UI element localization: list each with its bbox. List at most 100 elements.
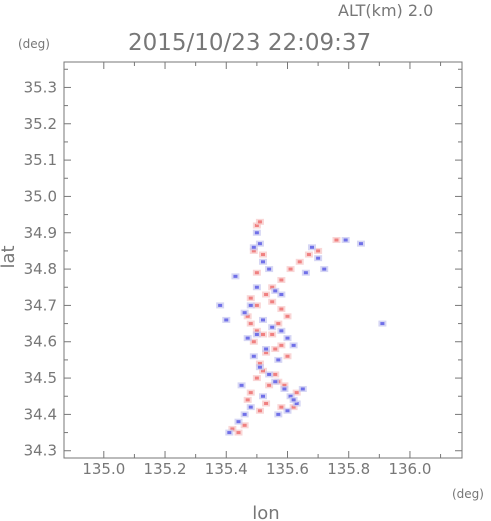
y-tick-label: 34.3 (24, 442, 57, 460)
echo-point (279, 405, 284, 409)
y-unit-label: (deg) (18, 37, 50, 51)
echo-point (291, 398, 296, 402)
echo-point (264, 293, 269, 297)
echo-point (261, 394, 265, 398)
echo-point (264, 347, 269, 351)
altitude-label: ALT(km) 2.0 (338, 1, 433, 20)
echo-point (254, 223, 259, 227)
echo-point (248, 322, 253, 326)
echo-point (254, 271, 259, 275)
echo-point (294, 402, 299, 406)
x-tick-label: 135.6 (266, 460, 309, 478)
x-axis-label: lon (252, 503, 279, 521)
echo-point (248, 303, 253, 307)
x-tick-label: 135.8 (327, 460, 370, 478)
x-tick-label: 136.0 (388, 460, 431, 478)
echo-point (236, 431, 241, 435)
echo-point (358, 242, 363, 246)
x-tick-label: 135.2 (144, 460, 187, 478)
y-tick-label: 34.8 (24, 260, 57, 278)
echo-point (257, 365, 262, 369)
echo-group (216, 218, 387, 436)
echo-point (270, 300, 275, 304)
echo-point (279, 343, 284, 347)
echo-point (294, 391, 299, 395)
echo-point (261, 253, 265, 257)
echo-point (267, 372, 272, 376)
y-tick-label: 34.4 (24, 405, 57, 423)
echo-point (254, 303, 259, 307)
echo-point (251, 340, 256, 344)
echo-point (303, 271, 308, 275)
y-tick-label: 34.9 (24, 224, 57, 242)
echo-point (343, 238, 348, 242)
echo-point (254, 376, 259, 380)
echo-point (251, 245, 256, 249)
echo-point (270, 332, 275, 336)
echo-point (276, 412, 281, 416)
echo-point (291, 405, 296, 409)
echo-point (309, 245, 314, 249)
echo-point (267, 267, 272, 271)
chart-timestamp: 2015/10/23 22:09:37 (128, 30, 371, 56)
echo-point (242, 423, 247, 427)
y-axis-label: lat (0, 245, 19, 268)
echo-point (297, 260, 302, 264)
echo-point (279, 329, 284, 333)
echo-point (300, 387, 305, 391)
echo-point (254, 332, 259, 336)
y-tick-label: 34.6 (24, 333, 57, 351)
echo-point (273, 347, 278, 351)
echo-point (270, 285, 275, 289)
echo-point (261, 318, 265, 322)
echo-point (276, 358, 281, 362)
echo-point (248, 405, 253, 409)
echo-point (261, 332, 265, 336)
echo-point (254, 231, 259, 235)
echo-point (254, 285, 259, 289)
echo-point (261, 260, 265, 264)
echo-point (273, 289, 278, 293)
echo-point (288, 267, 293, 271)
echo-point (291, 343, 296, 347)
echo-point (257, 220, 262, 224)
echo-point (242, 311, 247, 315)
y-tick-label: 34.7 (24, 296, 57, 314)
plot-frame (63, 61, 463, 459)
y-tick-label: 35.1 (24, 151, 57, 169)
echo-point (233, 274, 238, 278)
echo-point (285, 409, 290, 413)
echo-point (282, 383, 287, 387)
x-tick-label: 135.0 (82, 460, 125, 478)
echo-point (334, 238, 339, 242)
echo-point (251, 249, 256, 253)
echo-point (380, 322, 385, 326)
y-tick-label: 35.3 (24, 78, 57, 96)
echo-point (279, 307, 284, 311)
echo-point (257, 362, 262, 366)
echo-point (257, 409, 262, 413)
echo-point (227, 431, 232, 435)
echo-point (267, 383, 272, 387)
echo-point (248, 391, 253, 395)
echo-point (236, 420, 241, 424)
echo-point (218, 303, 223, 307)
x-tick-label: 135.4 (205, 460, 248, 478)
echo-point (239, 383, 244, 387)
echo-point (242, 412, 247, 416)
echo-point (251, 354, 256, 358)
echo-point (306, 253, 311, 257)
echo-point (245, 336, 250, 340)
y-tick-label: 34.5 (24, 369, 57, 387)
echo-point (322, 267, 327, 271)
echo-point (273, 372, 278, 376)
echo-point (224, 318, 229, 322)
echo-point (245, 398, 250, 402)
echo-point (285, 314, 290, 318)
echo-point (264, 402, 269, 406)
echo-point (316, 249, 321, 253)
echo-point (230, 427, 235, 431)
echo-point (279, 293, 284, 297)
echo-point (279, 278, 284, 282)
